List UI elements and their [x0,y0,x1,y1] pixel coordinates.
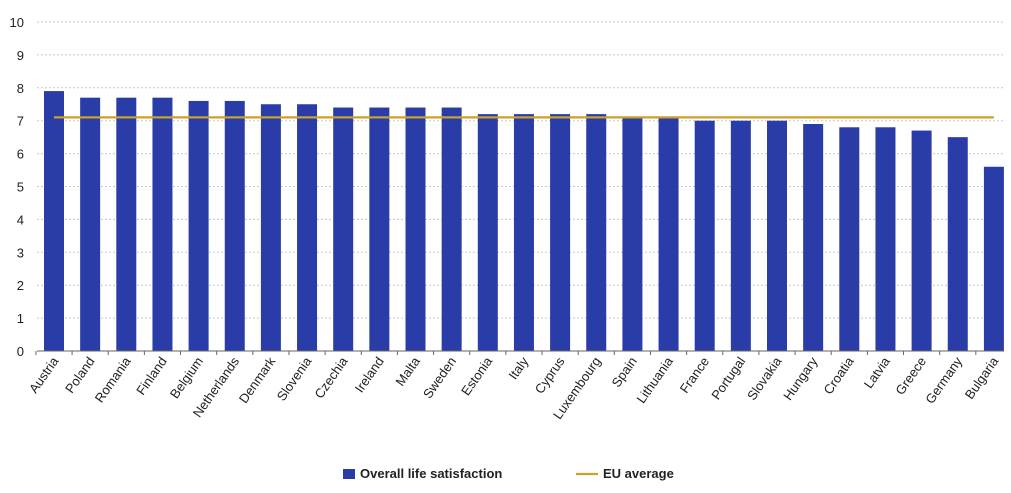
bar-lithuania [658,117,679,351]
bar-belgium [188,100,209,352]
x-tick-label: Lithuania [633,353,676,405]
y-tick-label: 8 [17,81,24,96]
bar-hungary [803,123,824,352]
bar-italy [513,114,534,352]
y-tick-label: 3 [17,245,24,260]
x-tick-label: Ireland [352,354,387,395]
y-tick-label: 6 [17,147,24,162]
x-tick-label: Bulgaria [962,353,1002,401]
x-tick-label: Cyprus [532,354,568,397]
x-tick-label: Estonia [458,353,496,398]
x-tick-label: Austria [26,353,62,395]
bar-netherlands [224,100,245,352]
x-tick-label: Portugal [708,354,748,402]
bar-slovenia [297,104,318,351]
x-tick-label: Slovenia [274,353,315,403]
legend-label-line: EU average [603,466,674,481]
bars [44,91,1004,352]
legend-label-bar: Overall life satisfaction [360,466,502,481]
bar-sweden [441,107,462,351]
bar-slovakia [767,120,787,351]
bar-portugal [730,120,751,351]
bar-malta [405,107,426,351]
y-tick-label: 2 [17,278,24,293]
bar-poland [80,97,101,351]
bar-ireland [369,107,390,351]
bar-latvia [875,127,896,351]
bar-germany [947,137,968,351]
bar-denmark [260,104,281,351]
x-tick-label: Sweden [420,354,459,401]
bar-austria [44,91,64,351]
bar-romania [116,97,137,351]
x-tick-label: Czechia [311,353,351,401]
bar-france [694,120,715,351]
bar-bulgaria [983,166,1004,351]
x-tick-label: Romania [92,353,135,405]
y-tick-label: 10 [10,15,24,30]
x-tick-label: Slovakia [744,353,785,402]
y-tick-label: 9 [17,48,24,63]
y-tick-label: 4 [17,212,24,227]
bar-czechia [333,107,354,351]
x-tick-label: France [677,354,712,396]
x-tick-label: Germany [922,354,965,407]
x-tick-label: Poland [62,354,98,396]
x-tick-label: Malta [392,353,423,388]
x-tick-label: Italy [505,354,531,383]
x-tick-label: Spain [608,354,639,390]
bar-estonia [477,114,498,352]
bar-greece [911,130,932,351]
y-tick-label: 0 [17,344,24,359]
bar-croatia [839,127,860,351]
y-tick-label: 5 [17,180,24,195]
x-tick-label: Croatia [820,353,857,397]
x-tick-label: Denmark [236,354,279,406]
bar-luxembourg [586,114,607,352]
y-tick-label: 1 [17,311,24,326]
legend: Overall life satisfaction EU average [343,466,674,481]
x-tick-label: Belgium [167,354,206,401]
x-tick-label: Latvia [861,353,894,391]
bar-finland [152,97,173,351]
x-tick-label: Finland [133,354,170,398]
legend-swatch-bar [343,469,355,479]
x-tick-label: Hungary [780,354,821,403]
bar-spain [622,117,643,351]
bar-cyprus [550,114,571,352]
y-tick-label: 7 [17,114,24,129]
x-tick-label: Greece [892,354,929,398]
